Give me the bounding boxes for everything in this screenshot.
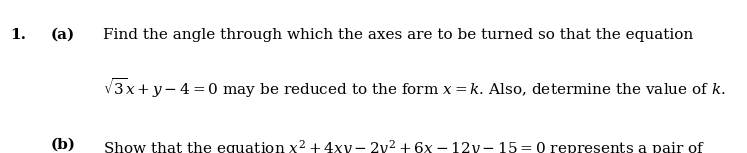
Text: (a): (a) — [51, 28, 75, 42]
Text: Show that the equation $x^2+4xy-2y^2+6x-12y-15=0$ represents a pair of: Show that the equation $x^2+4xy-2y^2+6x-… — [103, 138, 705, 153]
Text: 1.: 1. — [10, 28, 25, 42]
Text: (b): (b) — [51, 138, 75, 152]
Text: Find the angle through which the axes are to be turned so that the equation: Find the angle through which the axes ar… — [103, 28, 693, 42]
Text: $\sqrt{3}x+y-4=0$ may be reduced to the form $x=k$. Also, determine the value of: $\sqrt{3}x+y-4=0$ may be reduced to the … — [103, 76, 726, 100]
